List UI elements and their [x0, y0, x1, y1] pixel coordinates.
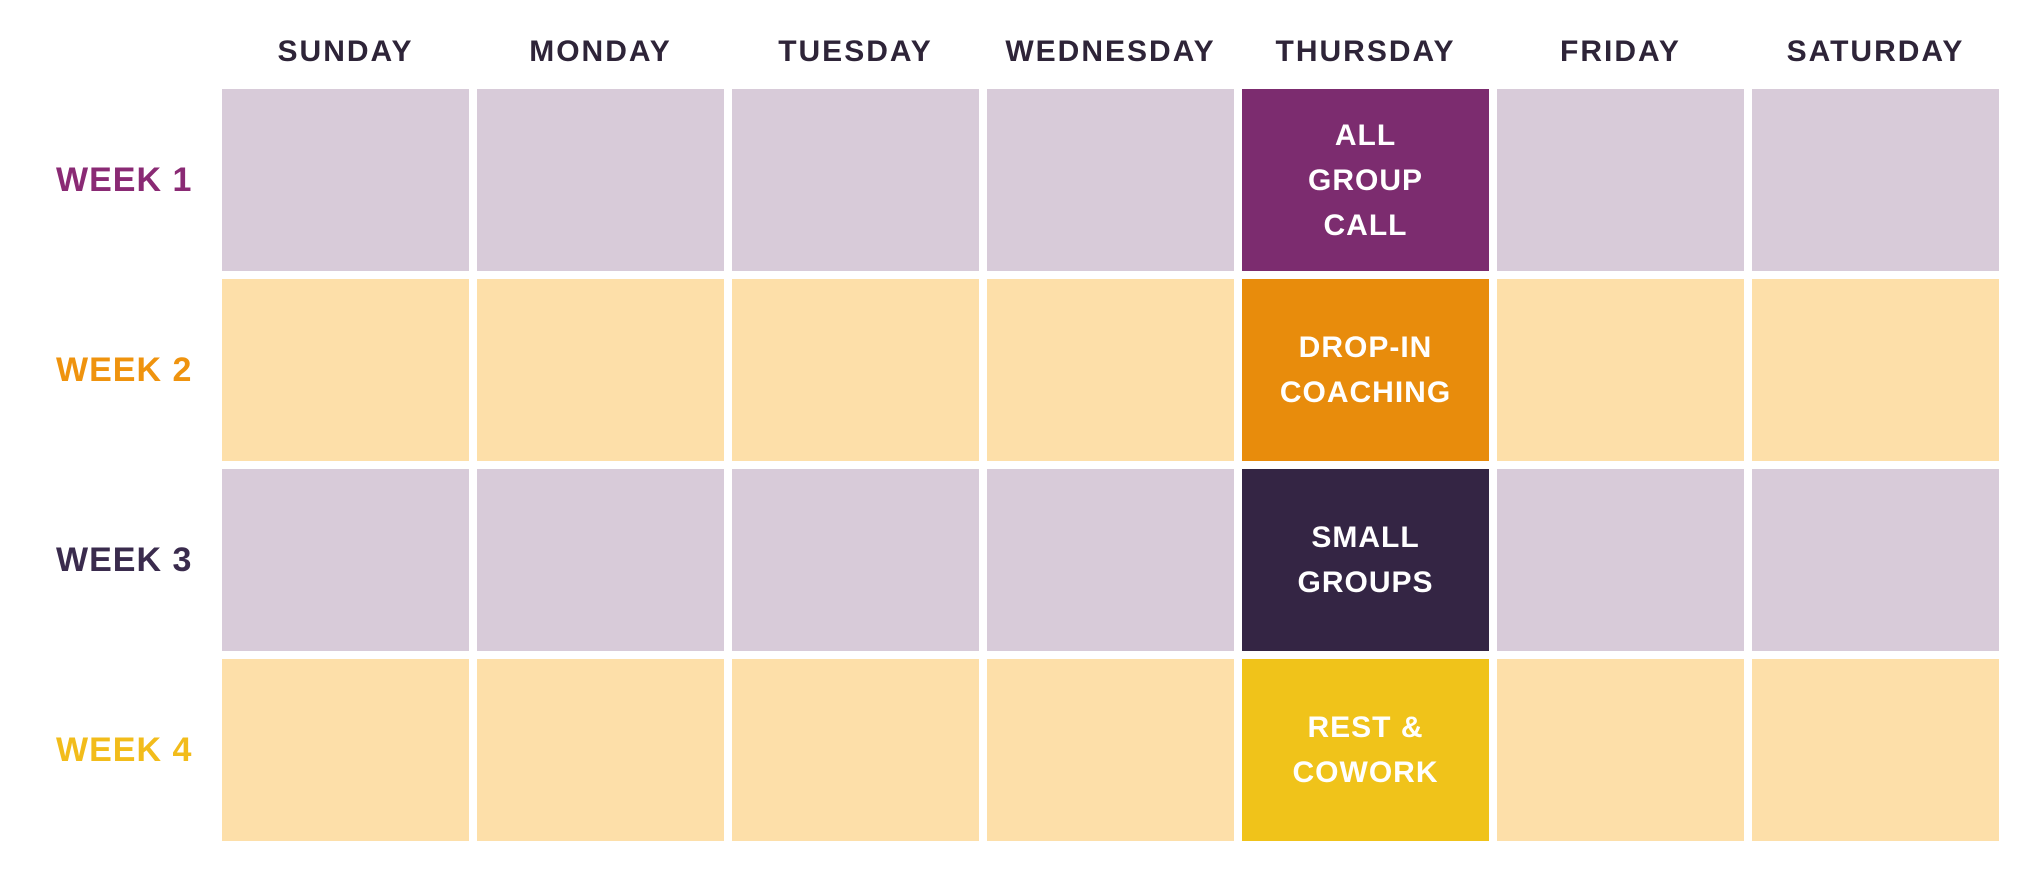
week-3-sunday-cell: [222, 469, 469, 651]
day-header-thursday: THURSDAY: [1275, 35, 1456, 68]
week-3-label: WEEK 3: [56, 540, 193, 579]
week-2-friday-cell: [1497, 279, 1744, 461]
day-header-wednesday: WEDNESDAY: [1005, 35, 1216, 68]
week-4-wednesday-cell: [987, 659, 1234, 841]
week-2-wednesday-cell: [987, 279, 1234, 461]
day-header-friday: FRIDAY: [1560, 35, 1681, 68]
week-1-tuesday-cell: [732, 89, 979, 271]
week-1-thursday-event-all-group-call: ALL GROUP CALL: [1242, 89, 1489, 271]
week-3-saturday-cell: [1752, 469, 1999, 651]
week-1-friday-cell: [1497, 89, 1744, 271]
week-3-thursday-event-small-groups: SMALL GROUPS: [1242, 469, 1489, 651]
week-2-thursday-event-drop-in-coaching: DROP-IN COACHING: [1242, 279, 1489, 461]
week-3-wednesday-cell: [987, 469, 1234, 651]
week-2-sunday-cell: [222, 279, 469, 461]
week-2-saturday-cell: [1752, 279, 1999, 461]
week-2-monday-cell: [477, 279, 724, 461]
week-4-label: WEEK 4: [56, 730, 193, 769]
corner-spacer: [0, 0, 214, 81]
week-4-tuesday-cell: [732, 659, 979, 841]
week-1-sunday-cell: [222, 89, 469, 271]
week-1-monday-cell: [477, 89, 724, 271]
week-4-thursday-event-rest-and-cowork: REST & COWORK: [1242, 659, 1489, 841]
day-header-sunday: SUNDAY: [277, 35, 414, 68]
week-4-friday-cell: [1497, 659, 1744, 841]
week-4-saturday-cell: [1752, 659, 1999, 841]
week-3-monday-cell: [477, 469, 724, 651]
week-1-saturday-cell: [1752, 89, 1999, 271]
week-1-wednesday-cell: [987, 89, 1234, 271]
week-2-tuesday-cell: [732, 279, 979, 461]
week-4-sunday-cell: [222, 659, 469, 841]
week-3-friday-cell: [1497, 469, 1744, 651]
week-4-monday-cell: [477, 659, 724, 841]
week-3-tuesday-cell: [732, 469, 979, 651]
day-header-monday: MONDAY: [529, 35, 672, 68]
day-header-tuesday: TUESDAY: [778, 35, 933, 68]
week-2-label: WEEK 2: [56, 350, 193, 389]
monthly-schedule-calendar: SUNDAY MONDAY TUESDAY WEDNESDAY THURSDAY…: [0, 0, 1999, 841]
day-header-saturday: SATURDAY: [1786, 35, 1965, 68]
week-1-label: WEEK 1: [56, 160, 193, 199]
